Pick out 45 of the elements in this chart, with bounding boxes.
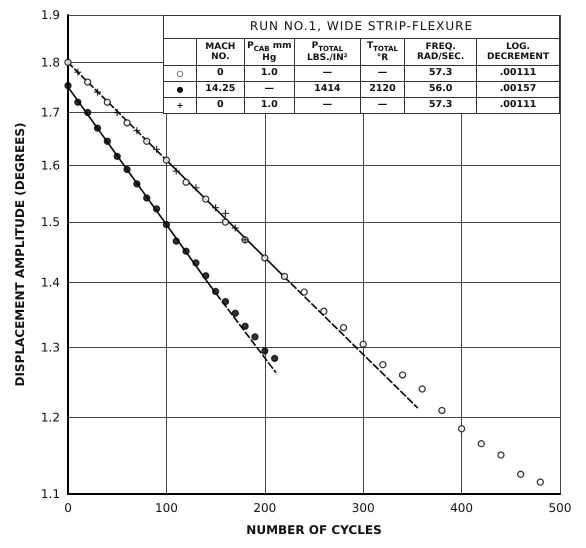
x-tick-label: 400: [450, 501, 474, 515]
annotation: 1.0: [244, 65, 294, 82]
annotation: 57.3: [404, 97, 477, 114]
annotation: ●: [164, 81, 196, 98]
annotation: 0: [196, 65, 244, 82]
annotation: T$_{TOTAL}$ °R: [360, 38, 405, 66]
x-tick-label: 300: [352, 501, 375, 515]
annotation: +: [164, 97, 196, 114]
annotation: P$_{CAB}$ mm Hg: [244, 38, 294, 66]
y-tick-label: 1.4: [40, 276, 60, 290]
annotation: —: [294, 97, 360, 114]
x-tick-label: 200: [253, 501, 276, 515]
annotation: —: [294, 65, 360, 82]
x-axis-title: NUMBER OF CYCLES: [246, 523, 382, 537]
annotation: 1.0: [244, 97, 294, 114]
y-axis-title: DISPLACEMENT AMPLITUDE (DEGREES): [13, 122, 27, 386]
annotation: 1414: [294, 81, 360, 98]
x-tick-label: 500: [548, 501, 572, 515]
x-tick-label: 0: [64, 501, 72, 515]
annotation: —: [360, 65, 405, 82]
y-tick-label: 1.2: [40, 410, 60, 425]
annotation: LOG. DECREMENT: [476, 38, 560, 66]
annotation: .00111: [476, 65, 560, 82]
annotation: 14.25: [196, 81, 244, 98]
y-tick-label: 1.3: [40, 340, 60, 355]
annotation: 2120: [360, 81, 405, 98]
annotation: 0: [196, 97, 244, 114]
y-tick-label: 1.1: [40, 487, 60, 501]
annotation: —: [244, 81, 294, 98]
annotation: MACH NO.: [196, 38, 244, 66]
y-tick-label: 1.9: [40, 8, 60, 22]
annotation: FREQ. RAD/SEC.: [404, 38, 477, 66]
x-tick-label: 100: [154, 501, 178, 515]
annotation: P$_{TOTAL}$ LBS./IN²: [294, 38, 360, 66]
y-tick-label: 1.6: [40, 158, 60, 173]
chart-title: RUN NO.1, WIDE STRIP-FLEXURE: [164, 16, 560, 38]
annotation: ○: [164, 65, 196, 82]
annotation: .00157: [476, 81, 560, 98]
y-tick-label: 1.8: [40, 55, 60, 70]
annotation: —: [360, 97, 405, 114]
annotation: 56.0: [404, 81, 477, 98]
y-tick-label: 1.5: [40, 215, 60, 230]
annotation: .00111: [476, 97, 560, 114]
annotation: 57.3: [404, 65, 477, 82]
y-tick-label: 1.7: [40, 105, 60, 120]
